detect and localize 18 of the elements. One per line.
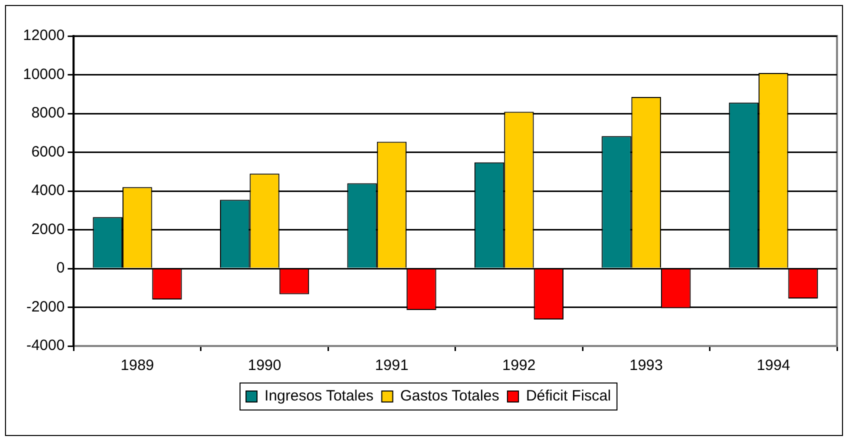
legend-label: Ingresos Totales bbox=[264, 388, 374, 405]
x-tick-label: 1989 bbox=[120, 357, 154, 374]
x-tick-label: 1990 bbox=[248, 357, 282, 374]
x-tick-label: 1993 bbox=[629, 357, 663, 374]
legend-label: Déficit Fiscal bbox=[526, 388, 611, 405]
y-tick-label: -2000 bbox=[26, 298, 65, 316]
x-tick-label: 1992 bbox=[502, 357, 536, 374]
legend-label: Gastos Totales bbox=[400, 388, 500, 405]
x-tick-label: 1991 bbox=[375, 357, 408, 374]
y-tick-label: 8000 bbox=[31, 104, 65, 122]
y-tick-label: 12000 bbox=[22, 27, 65, 44]
y-tick-label: 4000 bbox=[31, 182, 65, 200]
y-tick-label: 0 bbox=[56, 260, 65, 277]
y-tick-label: 2000 bbox=[31, 220, 65, 238]
y-tick-label: 6000 bbox=[31, 143, 65, 160]
y-tick-label: -4000 bbox=[26, 337, 65, 354]
y-tick-label: 10000 bbox=[22, 66, 65, 83]
x-tick-label: 1994 bbox=[756, 357, 790, 374]
